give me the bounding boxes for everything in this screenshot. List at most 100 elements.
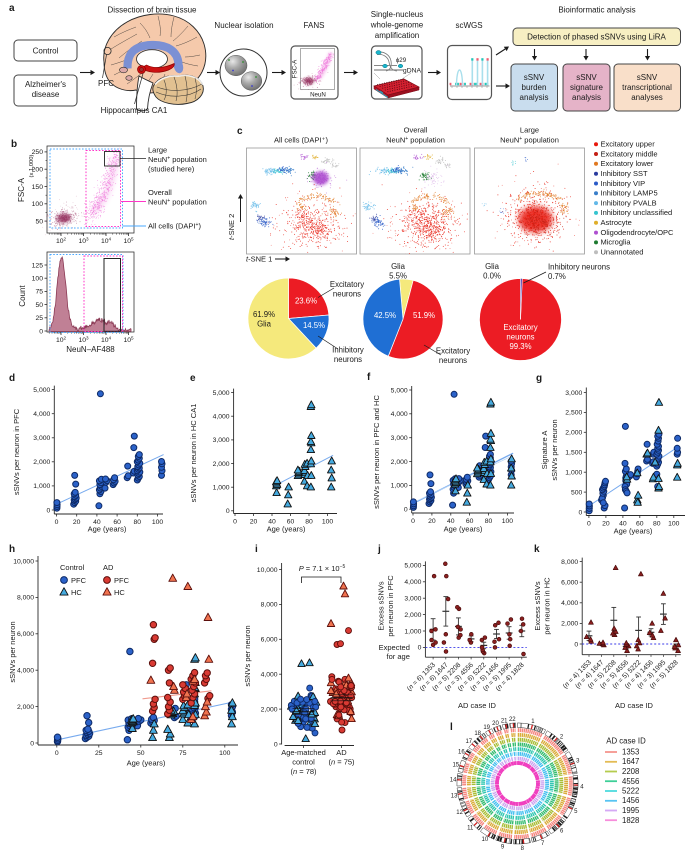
svg-text:d: d [9,373,15,384]
svg-text:Count: Count [18,285,27,307]
svg-text:Excess sSNVs: Excess sSNVs [377,581,386,630]
svg-text:disease: disease [32,90,60,99]
svg-text:2,000: 2,000 [561,621,578,628]
svg-text:14.5%: 14.5% [303,321,325,330]
svg-text:2,000: 2,000 [17,704,34,711]
svg-text:40: 40 [93,519,101,526]
svg-text:HC: HC [114,588,125,597]
svg-text:Glia: Glia [485,262,500,271]
svg-text:20: 20 [73,519,81,526]
svg-text:21: 21 [501,718,508,724]
svg-text:(studied here): (studied here) [148,165,195,174]
svg-text:102: 102 [56,237,67,246]
svg-text:250: 250 [32,149,44,156]
svg-text:0: 0 [574,641,578,648]
svg-text:per neuron in HC: per neuron in HC [543,577,552,635]
svg-text:8,000: 8,000 [261,602,278,609]
svg-text:75: 75 [179,750,187,757]
svg-text:103: 103 [78,237,89,246]
svg-text:40: 40 [268,519,276,526]
svg-text:99.3%: 99.3% [509,342,531,351]
svg-text:5.5%: 5.5% [389,272,407,281]
svg-text:Excitatory: Excitatory [436,347,470,356]
svg-text:AD: AD [336,748,347,757]
svg-text:k: k [534,544,540,555]
svg-text:e: e [190,373,196,384]
svg-text:h: h [9,544,15,555]
svg-text:0: 0 [274,741,278,748]
svg-text:Inhibitory: Inhibitory [332,346,364,355]
svg-text:1,500: 1,500 [565,450,582,457]
svg-text:60: 60 [636,521,644,528]
svg-text:100: 100 [219,750,231,757]
svg-text:control: control [292,758,315,767]
svg-text:Overall: Overall [404,126,428,135]
svg-text:0: 0 [226,508,230,515]
svg-text:sSNVs per neuron: sSNVs per neuron [243,625,252,686]
svg-text:5,000: 5,000 [33,387,50,394]
svg-text:75: 75 [35,289,43,296]
svg-text:NeuN: NeuN [310,92,326,99]
svg-text:20: 20 [492,721,499,727]
svg-text:whole-genome: whole-genome [370,21,424,30]
svg-text:42.5%: 42.5% [374,311,396,320]
svg-text:burden: burden [522,83,547,92]
svg-text:6,000: 6,000 [17,631,34,638]
svg-text:Inhibitory LAMP5: Inhibitory LAMP5 [601,189,658,198]
svg-text:105: 105 [123,336,134,345]
svg-text:200: 200 [32,167,44,174]
svg-text:14: 14 [450,778,457,784]
svg-text:13: 13 [451,793,458,799]
svg-text:50: 50 [35,302,43,309]
svg-text:j: j [377,544,381,555]
svg-text:80: 80 [134,519,142,526]
svg-text:5: 5 [574,809,578,815]
svg-text:60: 60 [287,519,295,526]
svg-text:500: 500 [571,489,583,496]
svg-text:4,000: 4,000 [17,668,34,675]
svg-text:Excitatory: Excitatory [330,280,364,289]
svg-text:Single-nucleus: Single-nucleus [371,10,423,19]
svg-text:0: 0 [418,645,422,652]
svg-text:neurons: neurons [334,355,362,364]
svg-text:1456: 1456 [622,796,639,805]
svg-text:NeuN+ population: NeuN+ population [148,198,207,207]
svg-text:18: 18 [474,731,481,737]
svg-text:11: 11 [467,825,474,831]
svg-text:NeuN–AF488: NeuN–AF488 [66,345,115,354]
svg-text:NeuN+ population: NeuN+ population [148,155,207,164]
svg-text:b: b [11,139,17,150]
svg-text:1,000: 1,000 [404,628,421,635]
svg-text:Age (years): Age (years) [614,527,653,536]
svg-text:51.9%: 51.9% [413,311,435,320]
svg-text:2,000: 2,000 [404,612,421,619]
svg-text:6: 6 [560,829,564,835]
svg-text:150: 150 [32,184,44,191]
svg-text:Astrocyte: Astrocyte [601,218,632,227]
svg-text:1,000: 1,000 [565,470,582,477]
svg-text:22: 22 [509,717,516,723]
svg-text:102: 102 [56,336,67,345]
svg-text:sSNV: sSNV [524,73,545,82]
svg-text:Bioinformatic analysis: Bioinformatic analysis [558,6,635,15]
svg-text:analyses: analyses [631,93,663,102]
svg-text:neurons: neurons [506,333,534,342]
svg-text:AD case ID: AD case ID [606,737,646,746]
svg-text:c: c [237,126,243,137]
svg-text:1,000: 1,000 [391,483,408,490]
svg-text:5,000: 5,000 [391,387,408,394]
svg-text:5,000: 5,000 [404,563,421,570]
svg-text:19: 19 [483,725,490,731]
svg-text:100: 100 [502,518,514,525]
svg-text:l: l [450,722,453,733]
svg-text:Nuclear isolation: Nuclear isolation [214,21,273,30]
svg-text:Detection of phased sSNVs usin: Detection of phased sSNVs using LiRA [527,33,666,42]
svg-text:2208: 2208 [622,767,639,776]
svg-text:0.0%: 0.0% [483,272,501,281]
svg-text:(n = 75): (n = 75) [328,758,355,767]
svg-text:transcriptional: transcriptional [622,83,672,92]
svg-text:6,000: 6,000 [261,637,278,644]
svg-text:100: 100 [32,276,44,283]
svg-text:8,000: 8,000 [561,559,578,566]
svg-text:20: 20 [602,521,610,528]
